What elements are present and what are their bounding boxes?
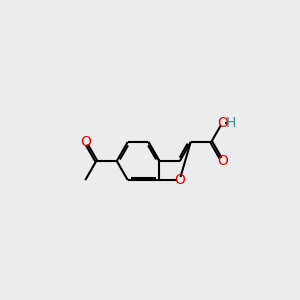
Text: O: O — [80, 135, 91, 149]
Text: O: O — [174, 173, 185, 187]
Text: H: H — [225, 116, 236, 130]
Text: O: O — [217, 116, 228, 130]
Text: O: O — [217, 154, 228, 168]
